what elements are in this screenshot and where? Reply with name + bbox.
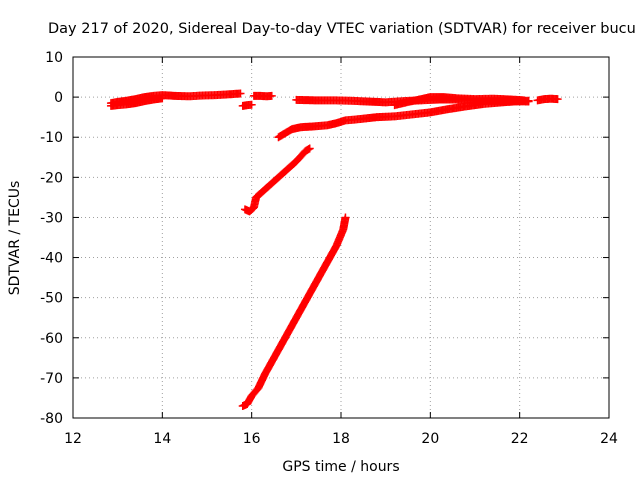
- data-point: [247, 100, 256, 109]
- series-arc-3: [249, 91, 276, 101]
- x-tick-label: 22: [511, 431, 529, 447]
- data-point: [267, 91, 276, 100]
- x-tick-label: 20: [421, 431, 439, 447]
- series-arc-1-lower: [106, 94, 167, 110]
- data-point: [158, 94, 167, 103]
- y-tick-label: -20: [40, 170, 63, 186]
- y-tick-label: -60: [40, 331, 63, 347]
- series-arc-8: [240, 144, 314, 216]
- x-axis-label: GPS time / hours: [282, 459, 399, 475]
- series-arc-9: [238, 213, 350, 410]
- y-tick-label: -30: [40, 210, 63, 226]
- series-arc-6: [274, 96, 533, 142]
- x-tick-label: 12: [64, 431, 82, 447]
- series-arc-2: [238, 100, 256, 110]
- data-point: [553, 95, 562, 104]
- y-tick-label: -10: [40, 130, 63, 146]
- chart-title: Day 217 of 2020, Sidereal Day-to-day VTE…: [48, 21, 636, 37]
- x-tick-label: 18: [332, 431, 350, 447]
- y-tick-label: -70: [40, 371, 63, 387]
- x-tick-labels: 12 14 16 18 20 22 24: [64, 431, 618, 447]
- y-tick-label: 0: [54, 90, 63, 106]
- y-tick-label: -40: [40, 251, 63, 267]
- y-tick-label: -80: [40, 411, 63, 427]
- axis-ticks: [72, 56, 610, 419]
- y-tick-labels: 10 0 -10 -20 -30 -40 -50 -60 -70 -80: [40, 50, 63, 427]
- x-tick-label: 24: [600, 431, 618, 447]
- series-arc-7: [533, 94, 562, 105]
- y-axis-label: SDTVAR / TECUs: [7, 181, 23, 296]
- data-marks: [106, 89, 562, 410]
- x-tick-label: 16: [243, 431, 261, 447]
- data-point: [524, 96, 533, 105]
- data-point: [305, 144, 314, 153]
- y-tick-label: -50: [40, 291, 63, 307]
- y-tick-label: 10: [45, 50, 63, 66]
- x-tick-label: 14: [153, 431, 171, 447]
- data-point: [341, 213, 350, 222]
- data-point: [236, 89, 245, 98]
